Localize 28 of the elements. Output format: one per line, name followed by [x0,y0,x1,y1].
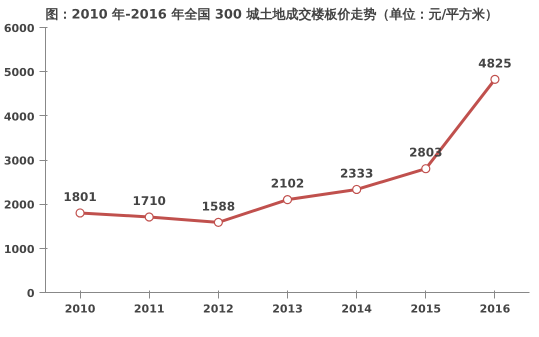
x-tick-label: 2016 [480,302,511,316]
y-tick-label: 0 [26,287,35,300]
point [490,74,500,84]
x-tick-label: 2013 [272,302,303,316]
point [352,184,362,194]
chart-title: 图：2010 年-2016 年全国 300 城土地成交楼板价走势（单位：元/平方米） [46,6,498,22]
y-tick-label: 6000 [4,22,35,35]
y-tick-label: 2000 [4,198,35,212]
data-label: 4825 [478,56,512,70]
data-label: 2102 [270,176,304,191]
data-label: 2333 [340,166,374,180]
y-tick-label: 5000 [4,66,35,80]
data-label: 1801 [63,190,97,204]
point [75,208,85,218]
point [282,195,292,204]
point [421,164,430,174]
data-label: 1710 [132,194,166,208]
y-tick-label: 4000 [4,110,35,124]
x-tick-label: 2015 [410,302,442,316]
y-tick-label: 3000 [4,154,35,168]
y-tick-label: 1000 [4,242,35,256]
x-tick-label: 2010 [64,302,96,316]
point [144,212,154,222]
data-label: 1588 [202,199,236,214]
x-tick-label: 2011 [134,302,165,316]
x-tick-label: 2012 [203,302,234,316]
point [214,218,223,227]
x-tick-label: 2014 [341,302,372,316]
